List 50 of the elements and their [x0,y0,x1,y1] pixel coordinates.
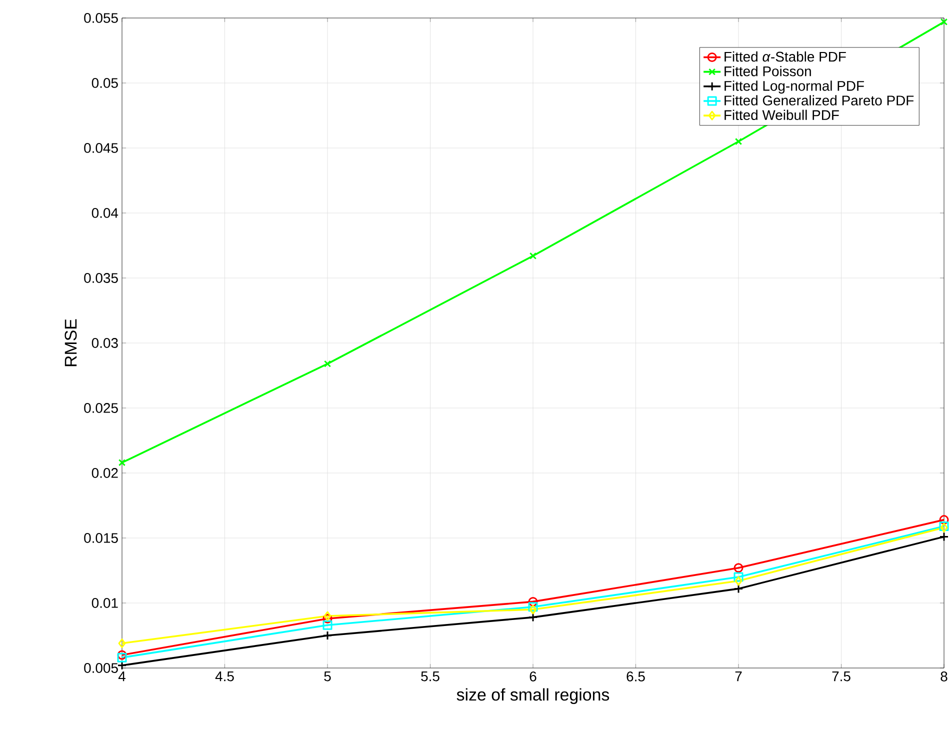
point [118,638,126,648]
x-tick-label: 4 [118,672,126,682]
x-tick-label: 5.5 [421,672,440,682]
point [528,596,538,606]
y-tick-label: 0.01 [92,598,118,608]
y-axis-title: RMSE [64,319,77,366]
x-tick-label: 7.5 [832,672,850,682]
point [734,584,744,594]
y-tick-label: 0.025 [84,403,118,413]
y-tick-label: 0.005 [84,663,118,673]
point [734,138,742,146]
legend-label: Fitted Weibull PDF [724,110,839,120]
x-axis-title: size of small regions [456,688,610,704]
y-tick-label: 0.02 [92,468,118,478]
point [939,515,949,525]
point [529,252,537,260]
legend-label: Fitted Poisson [724,66,811,76]
point [117,652,127,662]
point [324,360,332,368]
point [118,459,126,466]
y-tick-label: 0.03 [92,338,118,348]
point [734,572,744,582]
y-tick-label: 0.05 [92,78,118,88]
point [734,563,744,573]
point [528,612,538,622]
x-tick-label: 7 [735,672,742,682]
point [117,660,127,670]
legend-label: Fitted α-Stable PDF [724,51,846,62]
legend-label: Fitted Generalized Pareto PDF [724,95,914,106]
y-tick-label: 0.045 [84,143,118,153]
point [529,604,537,614]
y-tick-label: 0.015 [84,533,118,543]
x-tick-label: 4.5 [215,672,234,682]
x-tick-label: 5 [324,672,331,682]
point [322,620,332,630]
y-tick-label: 0.035 [84,273,118,283]
y-tick-label: 0.055 [84,13,118,23]
point [117,650,127,660]
point [940,18,948,26]
x-tick-label: 8 [940,672,948,682]
y-tick-label: 0.04 [92,208,118,218]
x-tick-label: 6.5 [626,672,645,682]
legend-label: Fitted Log-normal PDF [724,80,864,94]
point [322,630,332,640]
x-tick-label: 6 [530,672,536,682]
point [322,614,332,624]
point [528,602,538,612]
point [734,576,742,586]
point [939,532,949,542]
point [324,611,332,621]
